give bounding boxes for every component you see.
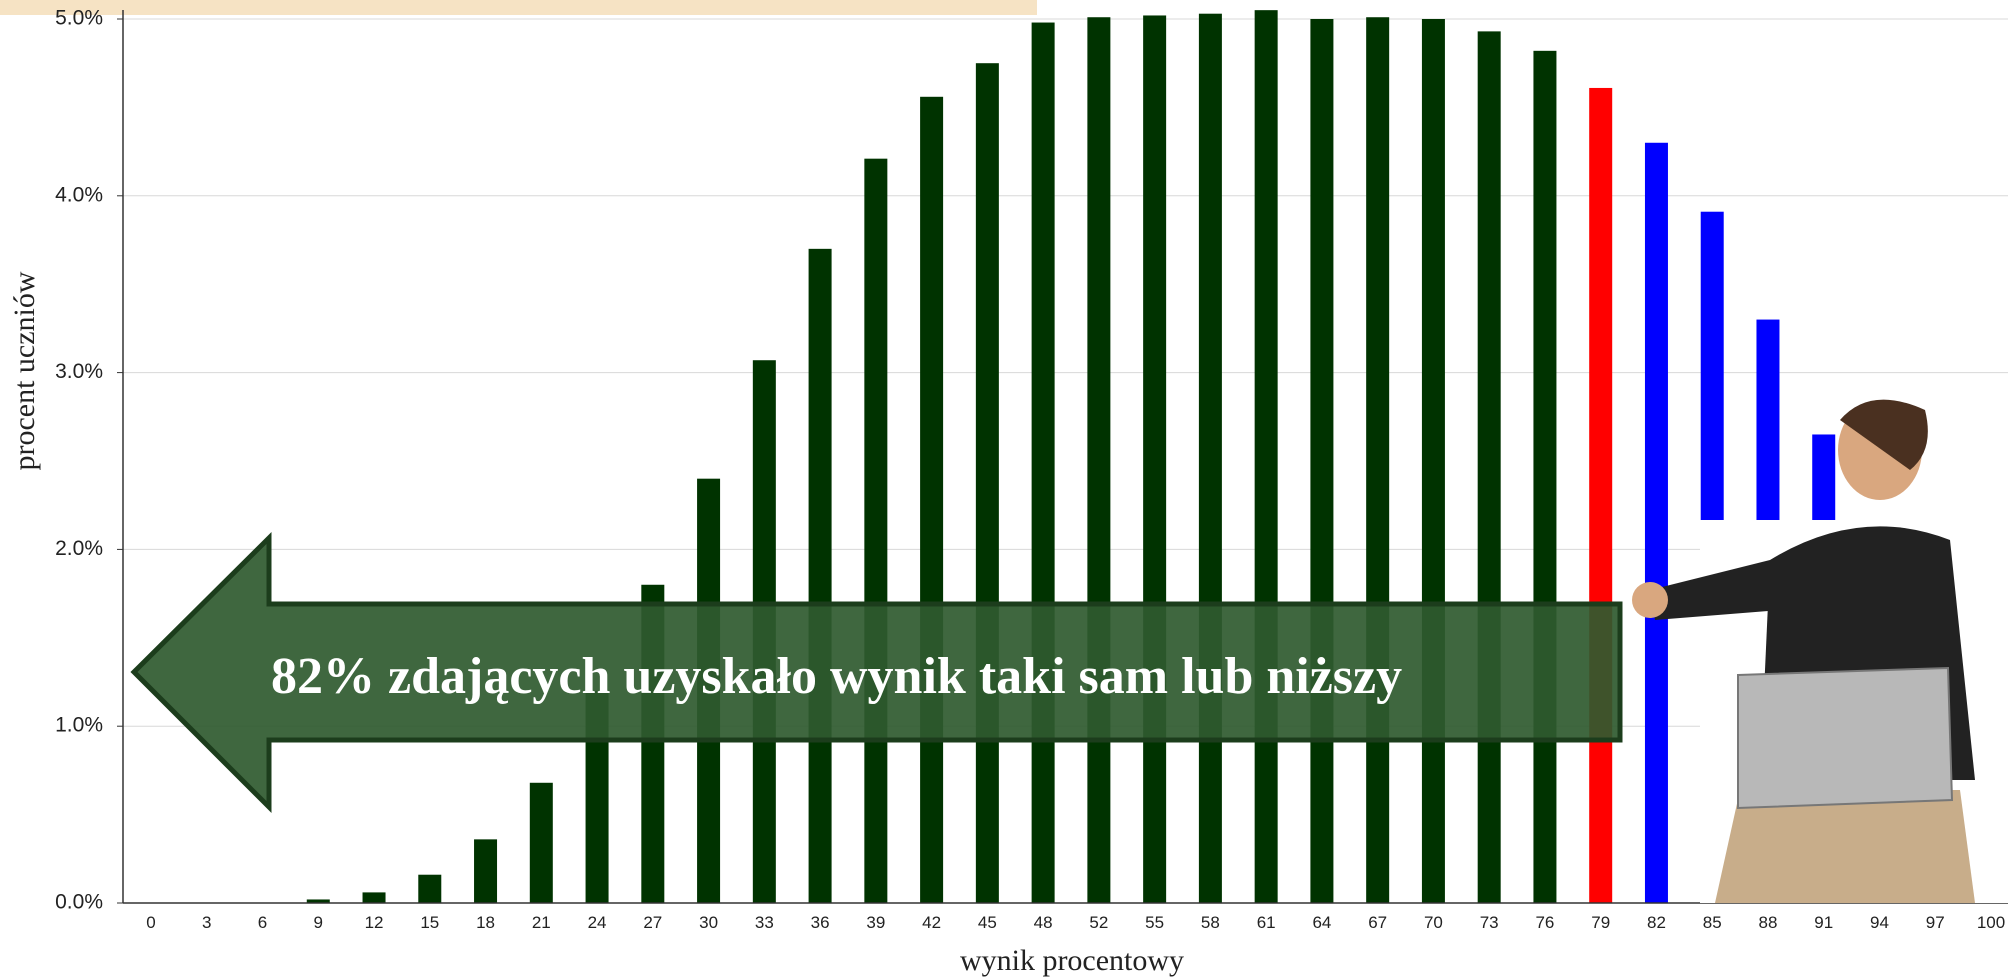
bar [1310,19,1333,903]
x-tick-label: 39 [866,913,885,932]
x-tick-label: 91 [1814,913,1833,932]
bar [418,875,441,903]
x-tick-label: 94 [1870,913,1889,932]
x-tick-label: 18 [476,913,495,932]
y-tick-label: 3.0% [55,360,103,383]
x-tick-label: 15 [420,913,439,932]
x-tick-label: 6 [258,913,267,932]
x-tick-label: 52 [1089,913,1108,932]
x-tick-label: 61 [1257,913,1276,932]
y-tick-label: 4.0% [55,183,103,206]
y-tick-label: 2.0% [55,537,103,560]
x-tick-label: 36 [811,913,830,932]
x-tick-label: 58 [1201,913,1220,932]
x-tick-label: 82 [1647,913,1666,932]
bar [1087,17,1110,903]
bar [1422,19,1445,903]
bar [864,159,887,903]
bar [363,892,386,903]
bar [1645,143,1668,903]
x-tick-label: 64 [1312,913,1331,932]
bar [1478,31,1501,903]
x-tick-label: 9 [314,913,323,932]
x-tick-label: 100 [1977,913,2005,932]
hand [1632,582,1668,618]
x-tick-label: 88 [1759,913,1778,932]
bar [1366,17,1389,903]
x-tick-label: 67 [1368,913,1387,932]
x-tick-label: 97 [1926,913,1945,932]
bar [474,839,497,903]
bar [1255,10,1278,903]
decorative-strip [0,0,1037,15]
x-tick-label: 27 [643,913,662,932]
bar [920,97,943,903]
bar [1199,14,1222,903]
bar [1032,23,1055,903]
x-tick-label: 70 [1424,913,1443,932]
x-axis-title: wynik procentowy [960,944,1184,977]
chart: wynik procentowy procent uczniów 82% zda… [0,0,2008,979]
y-tick-label: 1.0% [55,714,103,737]
x-tick-label: 76 [1535,913,1554,932]
x-tick-label: 48 [1034,913,1053,932]
x-tick-label: 45 [978,913,997,932]
x-tick-label: 3 [202,913,211,932]
x-tick-label: 33 [755,913,774,932]
bar [1143,15,1166,903]
y-tick-label: 5.0% [55,7,103,30]
laptop [1738,668,1952,808]
bar [809,249,832,903]
x-tick-label: 24 [588,913,607,932]
x-tick-label: 85 [1703,913,1722,932]
bar [1533,51,1556,903]
x-tick-label: 55 [1145,913,1164,932]
y-tick-label: 0.0% [55,891,103,914]
x-tick-label: 21 [532,913,551,932]
x-tick-label: 42 [922,913,941,932]
annotation: 82% zdających uzyskało wynik taki sam lu… [271,648,1402,705]
x-tick-label: 73 [1480,913,1499,932]
x-tick-label: 0 [146,913,155,932]
bar [976,63,999,903]
y-axis-title: procent uczniów [8,271,41,470]
bar [1589,88,1612,903]
x-tick-label: 79 [1591,913,1610,932]
bar [530,783,553,903]
x-tick-label: 12 [365,913,384,932]
x-tick-label: 30 [699,913,718,932]
